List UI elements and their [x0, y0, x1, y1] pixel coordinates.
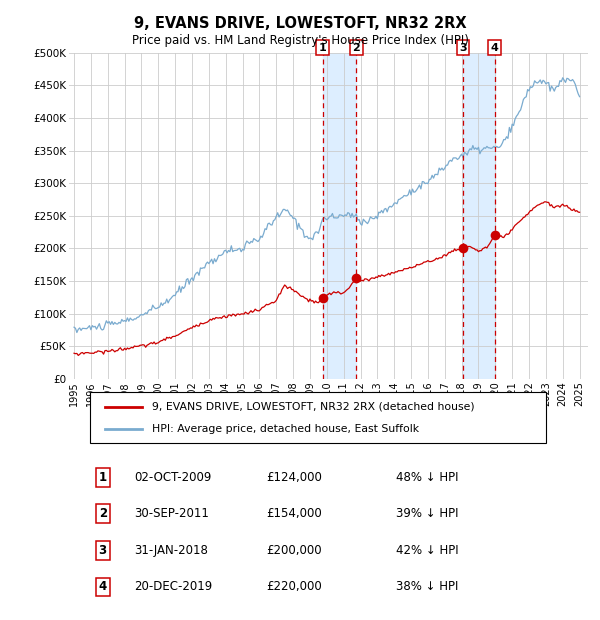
- Text: 9, EVANS DRIVE, LOWESTOFT, NR32 2RX: 9, EVANS DRIVE, LOWESTOFT, NR32 2RX: [134, 16, 466, 30]
- Text: 3: 3: [98, 544, 107, 557]
- Text: £200,000: £200,000: [266, 544, 322, 557]
- Text: 30-SEP-2011: 30-SEP-2011: [134, 507, 209, 520]
- FancyBboxPatch shape: [90, 392, 547, 443]
- Text: £124,000: £124,000: [266, 471, 322, 484]
- Text: 4: 4: [491, 43, 499, 53]
- Text: 2: 2: [352, 43, 360, 53]
- Text: £154,000: £154,000: [266, 507, 322, 520]
- Text: HPI: Average price, detached house, East Suffolk: HPI: Average price, detached house, East…: [152, 423, 419, 434]
- Text: 20-DEC-2019: 20-DEC-2019: [134, 580, 212, 593]
- Text: 9, EVANS DRIVE, LOWESTOFT, NR32 2RX (detached house): 9, EVANS DRIVE, LOWESTOFT, NR32 2RX (det…: [152, 402, 475, 412]
- Text: 38% ↓ HPI: 38% ↓ HPI: [396, 580, 458, 593]
- Text: 31-JAN-2018: 31-JAN-2018: [134, 544, 208, 557]
- Text: 2: 2: [98, 507, 107, 520]
- Text: 42% ↓ HPI: 42% ↓ HPI: [396, 544, 458, 557]
- Text: 4: 4: [98, 580, 107, 593]
- Text: £220,000: £220,000: [266, 580, 322, 593]
- Text: 3: 3: [459, 43, 467, 53]
- Text: 39% ↓ HPI: 39% ↓ HPI: [396, 507, 458, 520]
- Text: Price paid vs. HM Land Registry's House Price Index (HPI): Price paid vs. HM Land Registry's House …: [131, 34, 469, 47]
- Bar: [323, 53, 356, 379]
- Text: 1: 1: [319, 43, 326, 53]
- Text: 48% ↓ HPI: 48% ↓ HPI: [396, 471, 458, 484]
- Bar: [463, 53, 495, 379]
- Text: 02-OCT-2009: 02-OCT-2009: [134, 471, 211, 484]
- Text: 1: 1: [98, 471, 107, 484]
